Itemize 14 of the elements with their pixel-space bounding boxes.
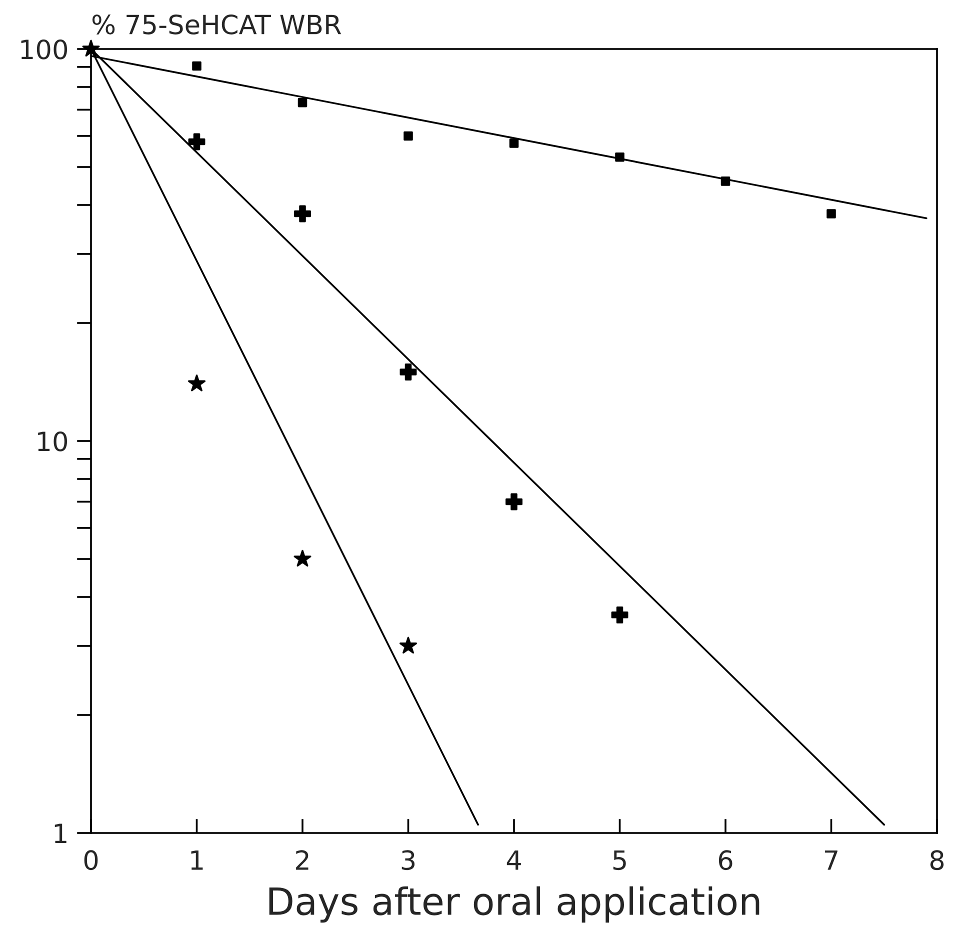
x-tick-label: 6 bbox=[718, 850, 732, 870]
y-tick-label: 100 bbox=[21, 39, 68, 60]
x-tick-label: 2 bbox=[296, 850, 308, 870]
x-tick-label: 4 bbox=[506, 850, 521, 870]
x-tick-label: 8 bbox=[930, 850, 944, 870]
x-tick-label: 5 bbox=[613, 850, 626, 870]
y-tick-label: 1 bbox=[54, 824, 66, 844]
y-axis-title: % 75-SeHCAT WBR bbox=[92, 14, 342, 34]
y-tick-label: 10 bbox=[38, 431, 68, 452]
x-axis-title: Days after oral application bbox=[269, 886, 760, 923]
x-tick-label: 1 bbox=[191, 850, 203, 870]
x-tick-label: 0 bbox=[84, 850, 98, 870]
x-tick-label: 3 bbox=[402, 850, 415, 870]
x-tick-label: 7 bbox=[825, 850, 838, 870]
